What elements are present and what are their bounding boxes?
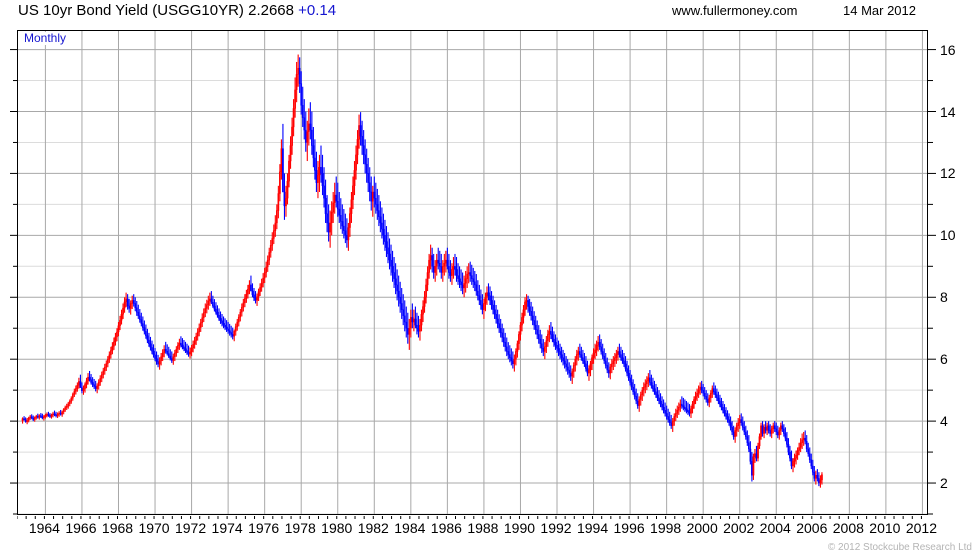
- copyright-notice: © 2012 Stockcube Research Ltd: [827, 542, 972, 553]
- x-axis-label: 1978: [284, 520, 316, 536]
- x-axis-label: 2004: [759, 520, 791, 536]
- x-axis-label: 1976: [248, 520, 280, 536]
- y-axis-label: 6: [940, 351, 948, 368]
- x-axis-label: 1986: [430, 520, 462, 536]
- x-axis-label: 1982: [357, 520, 389, 536]
- x-axis: 1964 1966 1968 1970 1972 1974 1976 1978 1980 1982…: [0, 516, 980, 546]
- x-axis-label: 2002: [723, 520, 755, 536]
- x-axis-label: 1972: [174, 520, 207, 536]
- date-label: 14 Mar 2012: [843, 3, 916, 18]
- x-axis-label: 2010: [869, 520, 901, 536]
- x-axis-label: 1988: [467, 520, 499, 536]
- x-axis-label: 2000: [686, 520, 718, 536]
- x-axis-label: 1964: [28, 520, 60, 536]
- y-axis-label: 8: [940, 289, 948, 306]
- x-axis-label: 1996: [613, 520, 645, 536]
- y-axis-label: 12: [940, 165, 956, 182]
- x-axis-label: 1984: [394, 520, 426, 536]
- y-axis-label: 16: [940, 41, 956, 58]
- x-axis-label: 2012: [905, 520, 937, 536]
- x-axis-label: 1990: [503, 520, 536, 536]
- y-axis-label: 14: [940, 103, 956, 120]
- instrument-title: US 10yr Bond Yield (USGG10YR) 2.2668: [18, 2, 299, 19]
- frequency-label: Monthly: [22, 31, 69, 45]
- website-label: www.fullermoney.com: [672, 3, 798, 18]
- x-axis-label: 1992: [540, 520, 572, 536]
- x-axis-label: 2008: [832, 520, 864, 536]
- page-title: US 10yr Bond Yield (USGG10YR) 2.2668 +0.…: [18, 2, 336, 19]
- chart-gridlines: [18, 31, 927, 514]
- header-bar: US 10yr Bond Yield (USGG10YR) 2.2668 +0.…: [0, 0, 980, 24]
- x-axis-label: 1966: [65, 520, 97, 536]
- ohlc-bars: [21, 54, 823, 488]
- x-axis-ticks: [17, 516, 922, 519]
- x-axis-label: 1974: [211, 520, 243, 536]
- x-axis-label: 2006: [796, 520, 828, 536]
- x-axis-label: 1998: [650, 520, 682, 536]
- change-value: +0.14: [298, 2, 337, 19]
- x-axis-label: 1968: [101, 520, 134, 536]
- y-axis-label: 2: [940, 475, 948, 492]
- x-axis-label: 1970: [138, 520, 170, 536]
- y-axis-ticks: [928, 49, 936, 515]
- y-axis: 2 4 6 8 10 12 14 16: [928, 30, 980, 516]
- y-axis-label: 10: [940, 227, 956, 244]
- x-axis-label: 1980: [321, 520, 353, 536]
- x-axis-label: 1994: [576, 520, 609, 536]
- chart-plot-area: Monthly: [17, 30, 928, 515]
- y-axis-label: 4: [940, 413, 948, 430]
